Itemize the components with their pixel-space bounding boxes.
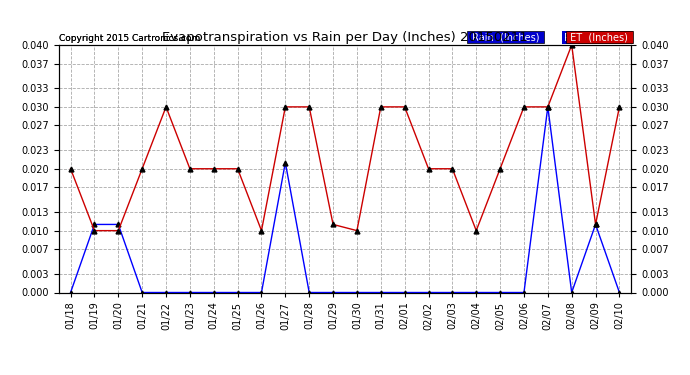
Text: Rain  (Inches): Rain (Inches) <box>564 33 631 42</box>
Text: Copyright 2015 Cartronics.com: Copyright 2015 Cartronics.com <box>59 33 200 42</box>
Text: ET  (Inches): ET (Inches) <box>573 33 631 42</box>
Text: ET  (Inches): ET (Inches) <box>567 32 631 42</box>
Text: Rain  (Inches): Rain (Inches) <box>469 32 542 42</box>
Title: Evapotranspiration vs Rain per Day (Inches) 20150211: Evapotranspiration vs Rain per Day (Inch… <box>162 31 528 44</box>
Text: Copyright 2015 Cartronics.com: Copyright 2015 Cartronics.com <box>59 33 200 42</box>
